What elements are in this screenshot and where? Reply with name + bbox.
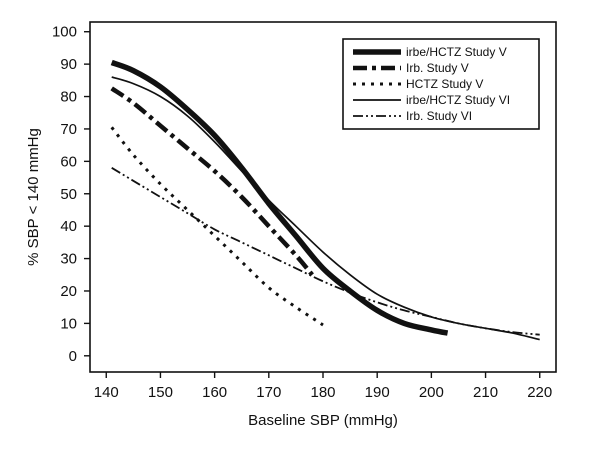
x-axis-ticks: 140 150 160 170 180 190 200 210 220 — [94, 372, 552, 401]
series-line-irb-study-vi — [111, 167, 540, 336]
series-line-irb-study-v — [110, 86, 314, 277]
legend-label: HCTZ Study V — [406, 77, 483, 91]
x-tick-label: 210 — [473, 384, 498, 401]
y-tick-label: 50 — [60, 186, 77, 203]
y-tick-label: 0 — [69, 348, 77, 365]
legend-label: Irb. Study VI — [406, 109, 472, 123]
y-tick-label: 60 — [60, 153, 77, 170]
x-axis-title: Baseline SBP (mmHg) — [248, 412, 398, 429]
x-tick-label: 140 — [94, 384, 119, 401]
legend-label: irbe/HCTZ Study VI — [406, 93, 510, 107]
legend-label: Irb. Study V — [406, 61, 469, 75]
y-axis-title: % SBP < 140 mmHg — [25, 128, 42, 266]
x-tick-label: 150 — [148, 384, 173, 401]
x-tick-label: 170 — [256, 384, 281, 401]
y-tick-label: 70 — [60, 121, 77, 138]
y-tick-label: 80 — [60, 89, 77, 106]
x-tick-label: 190 — [365, 384, 390, 401]
y-tick-label: 90 — [60, 56, 77, 73]
y-tick-label: 100 — [52, 24, 77, 41]
y-tick-label: 30 — [60, 251, 77, 268]
x-tick-label: 160 — [202, 384, 227, 401]
y-tick-label: 20 — [60, 283, 77, 300]
x-tick-label: 200 — [419, 384, 444, 401]
series-line-irbe-hctz-study-v — [110, 59, 449, 336]
x-tick-label: 180 — [310, 384, 335, 401]
series-line-irbe-hctz-study-vi — [111, 76, 540, 341]
x-tick-label: 220 — [527, 384, 552, 401]
legend-label: irbe/HCTZ Study V — [406, 45, 507, 59]
y-tick-label: 40 — [60, 218, 77, 235]
y-tick-label: 10 — [60, 315, 77, 332]
y-axis-ticks: 0 10 20 30 40 50 60 70 80 90 100 — [52, 24, 90, 365]
series-layer — [110, 59, 540, 341]
series-line-hctz-study-v — [110, 126, 324, 327]
legend: irbe/HCTZ Study V Irb. Study V HCTZ Study … — [342, 38, 540, 130]
